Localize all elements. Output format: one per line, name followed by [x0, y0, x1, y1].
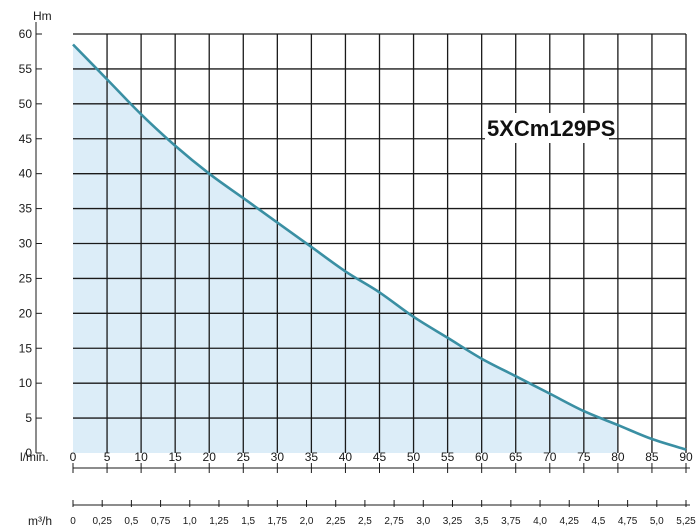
secondary-x-tick-label: 3,25: [443, 516, 463, 527]
secondary-x-axis-unit-label: m³/h: [28, 514, 52, 528]
y-axis: 0 5 10 15 20 25 30 35 40 45 50 55 60: [19, 22, 42, 460]
y-tick-label: 60: [19, 27, 33, 41]
secondary-x-tick-label: 0,25: [92, 516, 112, 527]
secondary-x-tick-label: 4,5: [591, 516, 605, 527]
secondary-x-tick-label: 2,5: [358, 516, 372, 527]
y-tick-label: 40: [19, 167, 33, 181]
y-tick-label: 20: [19, 306, 33, 320]
x-axis: 0 5 10 15 20 25 30 35 40 45 50 55 60 65 70 75 80 85 90: [70, 450, 693, 473]
model-label-box: 5XCm129PS: [485, 113, 615, 143]
secondary-x-tick-label: 4,0: [533, 516, 547, 527]
y-tick-label: 30: [19, 237, 33, 251]
secondary-x-tick-label: 5,0: [650, 516, 664, 527]
y-tick-label: 35: [19, 202, 33, 216]
x-tick-label: 5: [104, 450, 111, 464]
x-tick-label: 65: [509, 450, 523, 464]
secondary-x-tick-label: 3,75: [501, 516, 521, 527]
x-tick-label: 30: [271, 450, 285, 464]
x-tick-label: 40: [339, 450, 353, 464]
x-tick-label: 60: [475, 450, 489, 464]
secondary-x-tick-label: 4,25: [560, 516, 580, 527]
secondary-x-tick-label: 0: [70, 516, 76, 527]
x-tick-label: 45: [373, 450, 387, 464]
x-tick-label: 90: [679, 450, 693, 464]
secondary-x-tick-label: 5,25: [676, 516, 696, 527]
x-tick-label: 35: [305, 450, 319, 464]
grid-layer: [73, 33, 687, 453]
secondary-x-axis: 0 0,25 0,5 0,75 1,0 1,25 1,5 1,75 2,0 2,25 2,5 2,75…: [70, 500, 696, 527]
curve-layer: [72, 43, 687, 451]
secondary-x-tick-label: 2,25: [326, 516, 346, 527]
x-tick-label: 20: [203, 450, 217, 464]
y-tick-label: 15: [19, 341, 33, 355]
x-tick-label: 50: [407, 450, 421, 464]
x-tick-label: 10: [134, 450, 148, 464]
secondary-x-tick-label: 2,75: [384, 516, 404, 527]
secondary-x-tick-label: 1,0: [183, 516, 197, 527]
x-tick-label: 70: [543, 450, 557, 464]
y-tick-label: 0: [25, 446, 32, 460]
y-axis-unit-label: Hm: [33, 9, 52, 23]
secondary-x-tick-label: 0,5: [124, 516, 138, 527]
y-tick-label: 50: [19, 97, 33, 111]
x-tick-label: 15: [168, 450, 182, 464]
secondary-x-tick-label: 2,0: [300, 516, 314, 527]
secondary-x-tick-label: 1,75: [268, 516, 288, 527]
secondary-x-tick-label: 0,75: [151, 516, 171, 527]
y-tick-label: 5: [25, 411, 32, 425]
y-tick-label: 10: [19, 376, 33, 390]
y-tick-label: 45: [19, 132, 33, 146]
y-tick-label: 55: [19, 62, 33, 76]
x-axis-unit-label: l/min.: [20, 450, 49, 464]
x-tick-label: 80: [611, 450, 625, 464]
secondary-x-tick-label: 3,0: [416, 516, 430, 527]
secondary-x-tick-label: 4,75: [618, 516, 638, 527]
y-tick-label: 25: [19, 271, 33, 285]
x-tick-label: 25: [237, 450, 251, 464]
secondary-x-tick-label: 1,5: [241, 516, 255, 527]
x-tick-label: 55: [441, 450, 455, 464]
secondary-x-tick-label: 1,25: [209, 516, 229, 527]
model-label: 5XCm129PS: [487, 116, 615, 141]
secondary-x-tick-label: 3,5: [475, 516, 489, 527]
x-tick-label: 85: [645, 450, 659, 464]
x-tick-label: 75: [577, 450, 591, 464]
x-tick-label: 0: [70, 450, 77, 464]
